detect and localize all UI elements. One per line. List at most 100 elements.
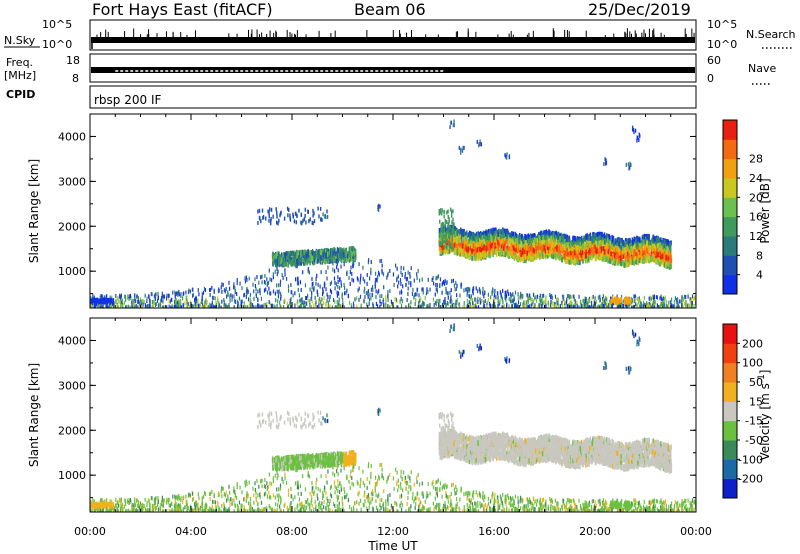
- power-cell: [631, 242, 634, 248]
- power-cell: [291, 250, 294, 256]
- power-cell: [304, 305, 306, 308]
- power-cell: [174, 294, 176, 299]
- power-cell: [311, 294, 313, 299]
- power-cell: [108, 304, 111, 308]
- power-cell: [241, 299, 243, 304]
- power-cell: [301, 297, 303, 302]
- nsearch-label: N.Search: [746, 28, 796, 41]
- power-cell: [676, 305, 678, 308]
- power-cell: [227, 292, 229, 297]
- power-cell: [299, 280, 302, 285]
- power-cell: [656, 257, 658, 263]
- power-cell: [281, 272, 283, 277]
- power-cell: [112, 298, 114, 304]
- power-cell: [574, 305, 576, 308]
- power-cell: [134, 296, 136, 301]
- power-cell: [341, 258, 343, 264]
- power-cell: [252, 282, 254, 287]
- power-cell: [400, 282, 402, 287]
- power-cell: [151, 304, 153, 308]
- power-cell: [326, 276, 328, 281]
- power-cell: [375, 301, 378, 306]
- power-cell: [334, 299, 336, 304]
- power-cell: [268, 286, 270, 291]
- power-cell: [651, 303, 653, 308]
- power-cell: [512, 253, 514, 259]
- power-cell: [275, 298, 277, 303]
- power-cell: [470, 294, 472, 299]
- power-cell: [656, 295, 658, 300]
- power-cell: [630, 300, 632, 306]
- power-cell: [172, 305, 174, 308]
- power-cell: [338, 297, 340, 302]
- power-cell: [367, 294, 369, 299]
- power-cell: [224, 305, 226, 308]
- power-cell: [439, 304, 441, 308]
- power-cell: [679, 299, 681, 304]
- power-cell: [340, 304, 342, 308]
- power-cell: [631, 305, 633, 308]
- power-cell: [307, 293, 309, 298]
- power-cell: [501, 251, 504, 257]
- power-cell: [522, 302, 524, 307]
- power-cell: [447, 225, 449, 231]
- power-cell: [363, 289, 365, 294]
- power-cell: [277, 299, 279, 304]
- power-cell: [279, 279, 282, 284]
- power-cell: [131, 304, 133, 308]
- power-cell: [284, 272, 286, 277]
- power-cell: [348, 300, 351, 305]
- power-cell: [511, 304, 513, 308]
- power-cell: [297, 299, 299, 304]
- power-cell: [105, 305, 108, 308]
- power-cell: [294, 253, 296, 259]
- power-cell: [302, 305, 305, 308]
- power-cell: [337, 257, 339, 263]
- power-cell: [320, 259, 323, 265]
- power-cell: [327, 300, 329, 305]
- power-cell: [399, 290, 401, 295]
- power-cell: [317, 258, 319, 264]
- power-cell: [462, 251, 465, 257]
- power-cell: [246, 305, 248, 308]
- power-cell: [393, 282, 395, 287]
- power-cell: [295, 220, 297, 225]
- power-cell: [530, 303, 532, 308]
- power-cell: [488, 240, 491, 246]
- power-cell: [297, 305, 299, 308]
- power-cell: [614, 296, 616, 302]
- power-cell: [331, 305, 333, 308]
- date-label: 25/Dec/2019: [588, 0, 691, 19]
- power-cell: [253, 305, 255, 308]
- power-cell: [489, 295, 492, 300]
- power-cell: [513, 297, 515, 302]
- power-cell: [494, 304, 496, 308]
- power-cell: [457, 229, 460, 235]
- power-cell: [377, 270, 380, 275]
- power-cell: [150, 292, 152, 297]
- power-cell: [572, 294, 574, 299]
- power-cell: [385, 303, 387, 308]
- power-cell: [301, 252, 303, 258]
- power-cell: [460, 230, 462, 236]
- power-cell: [140, 303, 142, 308]
- power-cell: [337, 284, 339, 289]
- power-cell: [332, 253, 334, 259]
- power-cell: [216, 302, 218, 307]
- power-cell: [245, 275, 247, 280]
- power-cell: [389, 304, 391, 308]
- power-cell: [501, 297, 503, 302]
- power-cell: [350, 256, 353, 262]
- power-cell: [564, 305, 566, 308]
- power-cell: [409, 302, 411, 307]
- power-cell: [542, 301, 544, 306]
- power-cell: [236, 304, 239, 308]
- power-cell: [513, 233, 516, 239]
- power-cell: [334, 305, 336, 308]
- power-cell: [205, 301, 208, 306]
- power-cell: [297, 287, 299, 292]
- power-cell: [375, 277, 377, 282]
- power-cell: [515, 305, 517, 308]
- power-cell: [279, 282, 281, 287]
- power-cell: [379, 304, 381, 308]
